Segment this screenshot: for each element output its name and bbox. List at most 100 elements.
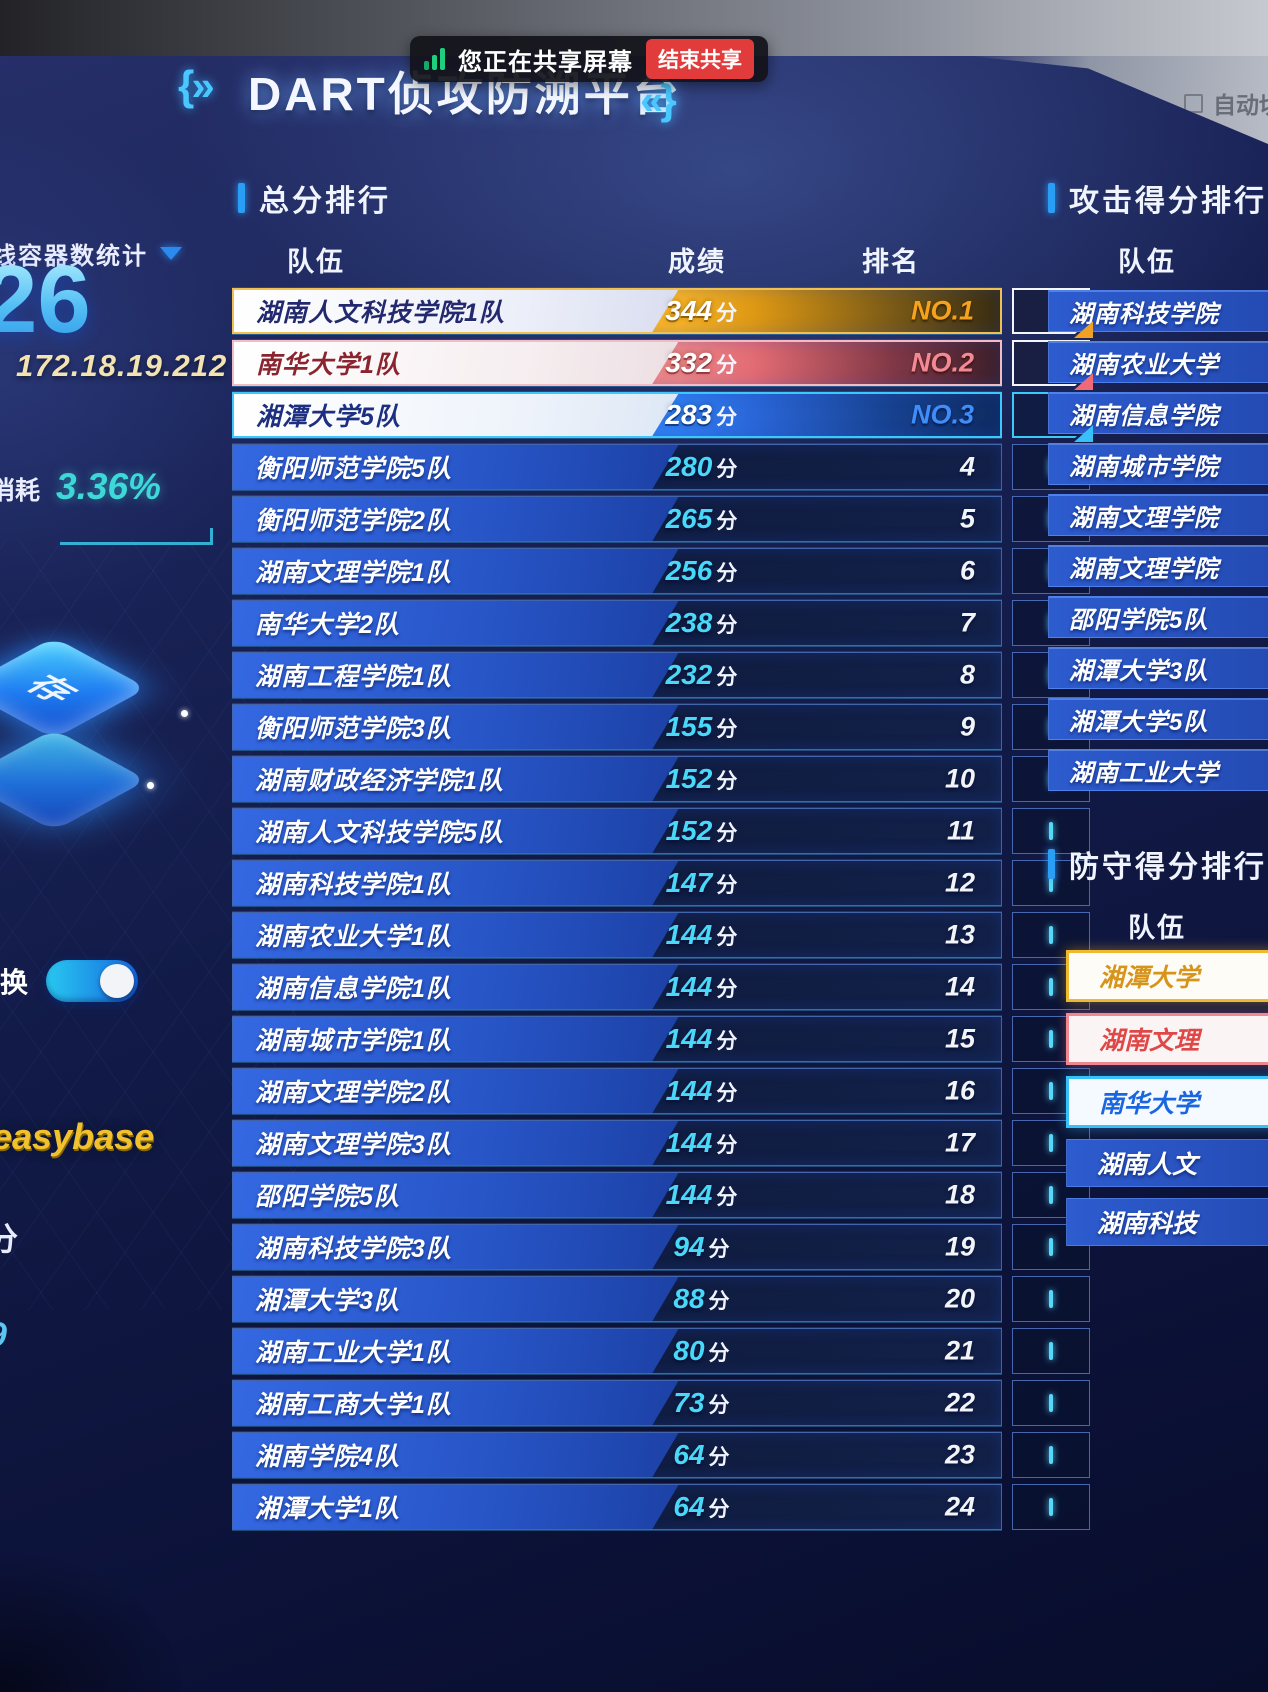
score-number: 283 bbox=[665, 399, 713, 430]
photo-corner-shadow bbox=[0, 1452, 300, 1692]
easybase-logo: easybase bbox=[0, 1116, 155, 1157]
team-score: 152 分 bbox=[666, 763, 738, 795]
team-score: 344 分 bbox=[665, 295, 737, 327]
team-name: 湖南人文科技学院5队 bbox=[255, 819, 504, 847]
team-rank: 17 bbox=[944, 1127, 975, 1158]
ranking-row: 湖南工程学院1队 232 分 8 bbox=[232, 652, 1090, 698]
row-endcap bbox=[1012, 1432, 1090, 1478]
team-name: 邵阳学院5队 bbox=[255, 1183, 400, 1211]
endcap-box bbox=[1012, 1380, 1090, 1426]
score-unit: 分 bbox=[708, 1342, 730, 1365]
row-endcap bbox=[1012, 912, 1090, 958]
end-share-button[interactable]: 结束共享 bbox=[646, 39, 754, 79]
team-rank: 21 bbox=[944, 1335, 975, 1366]
score-number: 256 bbox=[665, 555, 713, 586]
title-bracket-right-icon: «} bbox=[640, 76, 677, 123]
ranking-row: 衡阳师范学院3队 155 分 9 bbox=[232, 704, 1090, 750]
team-rank: NO.2 bbox=[910, 347, 974, 378]
ranking-row: 湖南文理学院2队 144 分 16 bbox=[232, 1068, 1090, 1114]
team-rank: 9 bbox=[959, 711, 975, 742]
attack-ranking-row: 湖南文理学院 bbox=[1048, 494, 1268, 536]
endcap-tick-icon bbox=[1049, 1290, 1053, 1308]
ranking-row: 湖南信息学院1队 144 分 14 bbox=[232, 964, 1090, 1010]
defense-column-header-team: 队伍 bbox=[1128, 913, 1186, 943]
defense-ranking-table: 湘潭大学 湖南文理 南华大学 湖南人文 湖南科技 bbox=[1066, 950, 1268, 1257]
team-score: 64 分 bbox=[673, 1491, 729, 1523]
team-name: 衡阳师范学院5队 bbox=[255, 455, 452, 483]
score-unit: 分 bbox=[716, 1030, 738, 1053]
ranking-row: 南华大学1队 332 分 NO.2 bbox=[232, 340, 1093, 390]
attack-column-header-team: 队伍 bbox=[1118, 247, 1176, 277]
team-name: 湖南工程学院1队 bbox=[255, 663, 452, 691]
team-score: 80 分 bbox=[673, 1335, 729, 1367]
stat-underline-decoration bbox=[60, 528, 213, 545]
cube-label: 存 bbox=[17, 670, 87, 709]
endcap-tick-icon bbox=[1049, 978, 1053, 996]
defense-ranking-row: 湖南人文 bbox=[1066, 1139, 1268, 1187]
server-cube-illustration: 存 bbox=[0, 588, 210, 918]
container-count-label: 线容器数统计 bbox=[0, 236, 182, 271]
endcap-tick-icon bbox=[1049, 1394, 1053, 1412]
endcap-box bbox=[1012, 808, 1090, 854]
ranking-row-bar: 邵阳学院5队 144 分 18 bbox=[232, 1172, 1002, 1218]
ranking-row-bar: 衡阳师范学院2队 265 分 5 bbox=[232, 496, 1002, 542]
team-name: 湘潭大学5队 bbox=[256, 403, 401, 431]
team-rank: 11 bbox=[946, 815, 975, 846]
share-status-text: 您正在共享屏幕 bbox=[458, 48, 633, 76]
ranking-row-bar: 湖南人文科技学院5队 152 分 11 bbox=[232, 808, 1002, 854]
score-unit: 分 bbox=[716, 1082, 738, 1105]
score-number: 94 bbox=[673, 1231, 705, 1262]
score-unit: 分 bbox=[716, 770, 738, 793]
score-number: 152 bbox=[665, 815, 713, 846]
score-unit: 分 bbox=[716, 354, 738, 377]
team-rank: 19 bbox=[944, 1231, 975, 1262]
score-unit: 分 bbox=[716, 406, 738, 429]
mode-toggle[interactable] bbox=[46, 960, 139, 1002]
ranking-row: 衡阳师范学院2队 265 分 5 bbox=[232, 496, 1090, 542]
team-name: 湘潭大学 bbox=[1099, 964, 1200, 992]
team-score: 94 分 bbox=[673, 1231, 729, 1263]
ranking-row: 湖南城市学院1队 144 分 15 bbox=[232, 1016, 1090, 1062]
endcap-corner-triangle-icon bbox=[1074, 321, 1093, 338]
score-number: 144 bbox=[665, 971, 713, 1002]
score-unit: 分 bbox=[708, 1394, 730, 1417]
ranking-row: 湖南文理学院3队 144 分 17 bbox=[232, 1120, 1090, 1166]
attack-ranking-table: 湖南科技学院 湖南农业大学 湖南信息学院 湖南城市学院 湖南文理学院 湖南文理学… bbox=[1048, 290, 1268, 800]
defense-ranking-row: 湖南科技 bbox=[1066, 1198, 1268, 1246]
team-name: 湖南农业大学 bbox=[1069, 351, 1219, 379]
team-score: 332 分 bbox=[665, 347, 737, 379]
endcap-tick-icon bbox=[1049, 1446, 1053, 1464]
auto-switch-control[interactable]: 自动切 bbox=[1184, 86, 1268, 120]
team-name: 南华大学2队 bbox=[255, 611, 400, 639]
container-count-value: 26 bbox=[0, 252, 91, 348]
ranking-row-bar: 湖南科技学院3队 94 分 19 bbox=[232, 1224, 1002, 1270]
section-marker-icon bbox=[238, 183, 245, 213]
team-rank: 13 bbox=[944, 919, 975, 950]
score-number: 147 bbox=[665, 867, 713, 898]
team-rank: NO.1 bbox=[910, 295, 974, 326]
team-name: 邵阳学院5队 bbox=[1069, 606, 1209, 634]
attack-ranking-row: 湖南农业大学 bbox=[1048, 341, 1268, 383]
score-number: 232 bbox=[665, 659, 713, 690]
team-score: 64 分 bbox=[673, 1439, 729, 1471]
team-rank: 20 bbox=[944, 1283, 975, 1314]
endcap-box bbox=[1012, 1432, 1090, 1478]
team-score: 144 分 bbox=[666, 919, 738, 951]
endcap-tick-icon bbox=[1049, 1342, 1053, 1360]
endcap-tick-icon bbox=[1049, 1030, 1053, 1048]
score-number: 280 bbox=[665, 451, 713, 482]
team-score: 155 分 bbox=[666, 711, 738, 743]
score-number: 265 bbox=[665, 503, 713, 534]
ranking-row-bar: 湖南信息学院1队 144 分 14 bbox=[232, 964, 1002, 1010]
team-name: 湖南工业大学 bbox=[1069, 759, 1219, 787]
attack-ranking-row: 湖南文理学院 bbox=[1048, 545, 1268, 587]
score-unit: 分 bbox=[716, 1134, 738, 1157]
dropdown-caret-icon[interactable] bbox=[160, 247, 182, 260]
ranking-row-bar: 衡阳师范学院3队 155 分 9 bbox=[232, 704, 1002, 750]
attack-ranking-row: 邵阳学院5队 bbox=[1048, 596, 1268, 638]
score-number: 144 bbox=[665, 1179, 713, 1210]
cut-off-text: 分 bbox=[0, 1221, 19, 1257]
team-name: 湖南财政经济学院1队 bbox=[255, 767, 504, 795]
ranking-row: 湖南人文科技学院1队 344 分 NO.1 bbox=[232, 288, 1093, 338]
team-name: 湖南文理 bbox=[1099, 1027, 1200, 1055]
